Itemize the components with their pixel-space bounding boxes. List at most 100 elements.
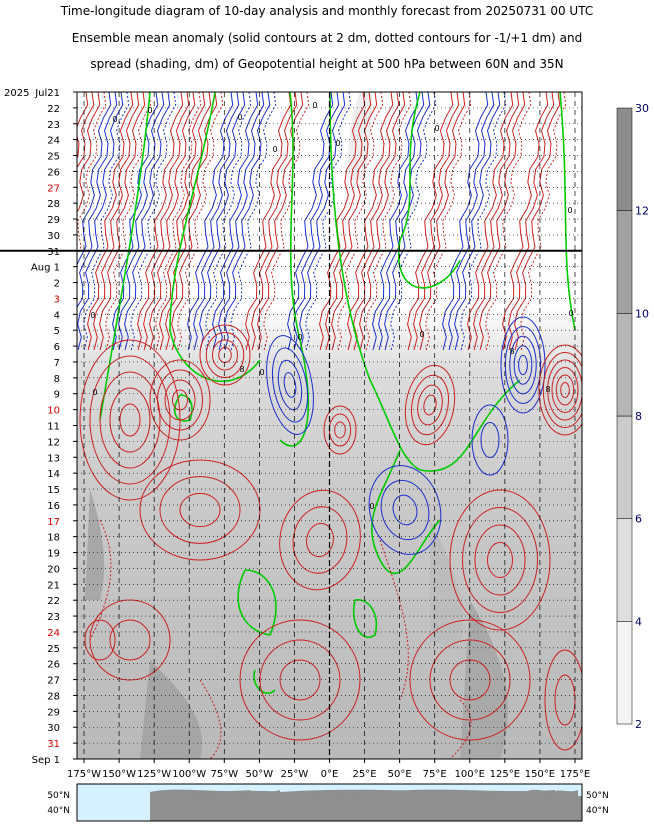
contour-line xyxy=(325,92,372,351)
y-tick-label: 21 xyxy=(47,580,60,591)
contour-line xyxy=(513,345,533,385)
colorbar-label: 8 xyxy=(635,410,642,423)
y-tick-label: 7 xyxy=(54,358,60,369)
contour-line xyxy=(292,506,348,574)
contour-line xyxy=(474,524,526,596)
contour-line xyxy=(378,92,425,351)
contour-line xyxy=(299,92,346,351)
y-tick-label: 15 xyxy=(47,485,60,496)
contour-line xyxy=(365,92,412,351)
contour-line xyxy=(199,679,222,759)
contour-line xyxy=(487,542,513,578)
y-tick-label: 2 xyxy=(54,279,60,290)
contour-value-label: 0 xyxy=(112,115,117,124)
contour-line xyxy=(218,92,265,351)
contour-line xyxy=(502,92,549,351)
contour-line xyxy=(352,599,377,638)
colorbar-segment xyxy=(616,415,633,519)
y-tick-label: 31 xyxy=(47,739,60,750)
contour-line xyxy=(89,519,112,641)
x-tick-label: 175°E xyxy=(560,769,590,780)
contour-line xyxy=(404,364,456,446)
contour-line xyxy=(118,92,165,351)
spread-patch xyxy=(140,660,202,759)
contour-line xyxy=(77,92,124,351)
colorbar-label: 4 xyxy=(635,615,642,628)
contour-line xyxy=(504,326,542,404)
y-tick-label: 31 xyxy=(47,247,60,258)
map-land xyxy=(548,790,578,821)
contour-line xyxy=(149,92,196,351)
y-tick-label: 17 xyxy=(47,517,60,528)
contour-line xyxy=(397,92,461,289)
contour-line xyxy=(371,449,441,575)
contour-line xyxy=(205,92,252,351)
y-tick-label: 28 xyxy=(47,199,60,210)
contour-value-label: 0 xyxy=(297,333,302,342)
colorbar-segment xyxy=(616,210,633,314)
colorbar-segment xyxy=(616,107,633,211)
contour-line xyxy=(337,92,384,351)
y-tick-label: 22 xyxy=(47,104,60,115)
contour-line xyxy=(259,639,341,721)
contour-value-label: 0 xyxy=(312,101,317,110)
contour-line xyxy=(77,92,95,199)
contour-line xyxy=(124,92,171,351)
map-land xyxy=(245,790,280,821)
contour-line xyxy=(419,92,466,351)
contour-line xyxy=(239,619,361,741)
contour-line xyxy=(392,494,418,526)
contour-line xyxy=(467,92,514,351)
contour-value-label: 8 xyxy=(545,385,550,394)
year-label: 2025 xyxy=(4,88,29,99)
contour-line xyxy=(462,507,538,613)
contour-line xyxy=(245,92,292,351)
contour-value-label: 0 xyxy=(434,124,439,133)
contour-line xyxy=(560,382,570,398)
contour-line xyxy=(155,92,202,351)
contour-line xyxy=(380,479,430,541)
y-tick-label: 8 xyxy=(54,374,60,385)
contour-line xyxy=(77,92,101,213)
y-tick-label: 14 xyxy=(47,469,60,480)
x-tick-label: 75°W xyxy=(210,769,238,780)
y-tick-label: 30 xyxy=(47,723,60,734)
contour-line xyxy=(159,476,241,544)
contour-line xyxy=(449,489,551,631)
contour-line xyxy=(283,372,297,398)
map-lat-label: 50°N xyxy=(47,791,70,801)
contour-line xyxy=(368,465,442,555)
y-tick-label: 29 xyxy=(47,215,60,226)
contour-line xyxy=(279,659,321,701)
contour-line xyxy=(112,92,159,351)
x-tick-label: 125°W xyxy=(137,769,171,780)
colorbar-label: 30 xyxy=(635,102,649,115)
contour-line xyxy=(179,492,221,528)
y-tick-label: 5 xyxy=(54,326,60,337)
contour-line xyxy=(89,355,171,485)
contour-line xyxy=(109,387,151,453)
colorbar: 2 4 6 8 10 12 30 xyxy=(616,102,649,731)
contour-line xyxy=(251,92,298,351)
contour-line xyxy=(425,92,472,351)
colorbar-segment xyxy=(616,518,633,622)
y-tick-label: 22 xyxy=(47,596,60,607)
contour-line xyxy=(77,92,112,299)
contour-line xyxy=(551,367,579,413)
contour-line xyxy=(271,347,309,423)
y-tick-label: 16 xyxy=(47,501,60,512)
contour-line xyxy=(542,352,582,428)
map-lat-label: 40°N xyxy=(586,806,609,816)
contour-value-label: 8 xyxy=(239,365,244,374)
y-tick-label: 27 xyxy=(47,676,60,687)
contour-line xyxy=(139,459,261,561)
contour-line xyxy=(407,92,454,351)
y-tick-label: 3 xyxy=(54,294,60,305)
y-tick-label: 27 xyxy=(47,183,60,194)
chart-title-line-2: Ensemble mean anomaly (solid contours at… xyxy=(71,31,583,45)
contour-value-label: 0 xyxy=(259,368,264,377)
spread-patch xyxy=(85,490,105,600)
y-tick-label: 23 xyxy=(47,120,60,131)
x-tick-label: 175°W xyxy=(67,769,101,780)
